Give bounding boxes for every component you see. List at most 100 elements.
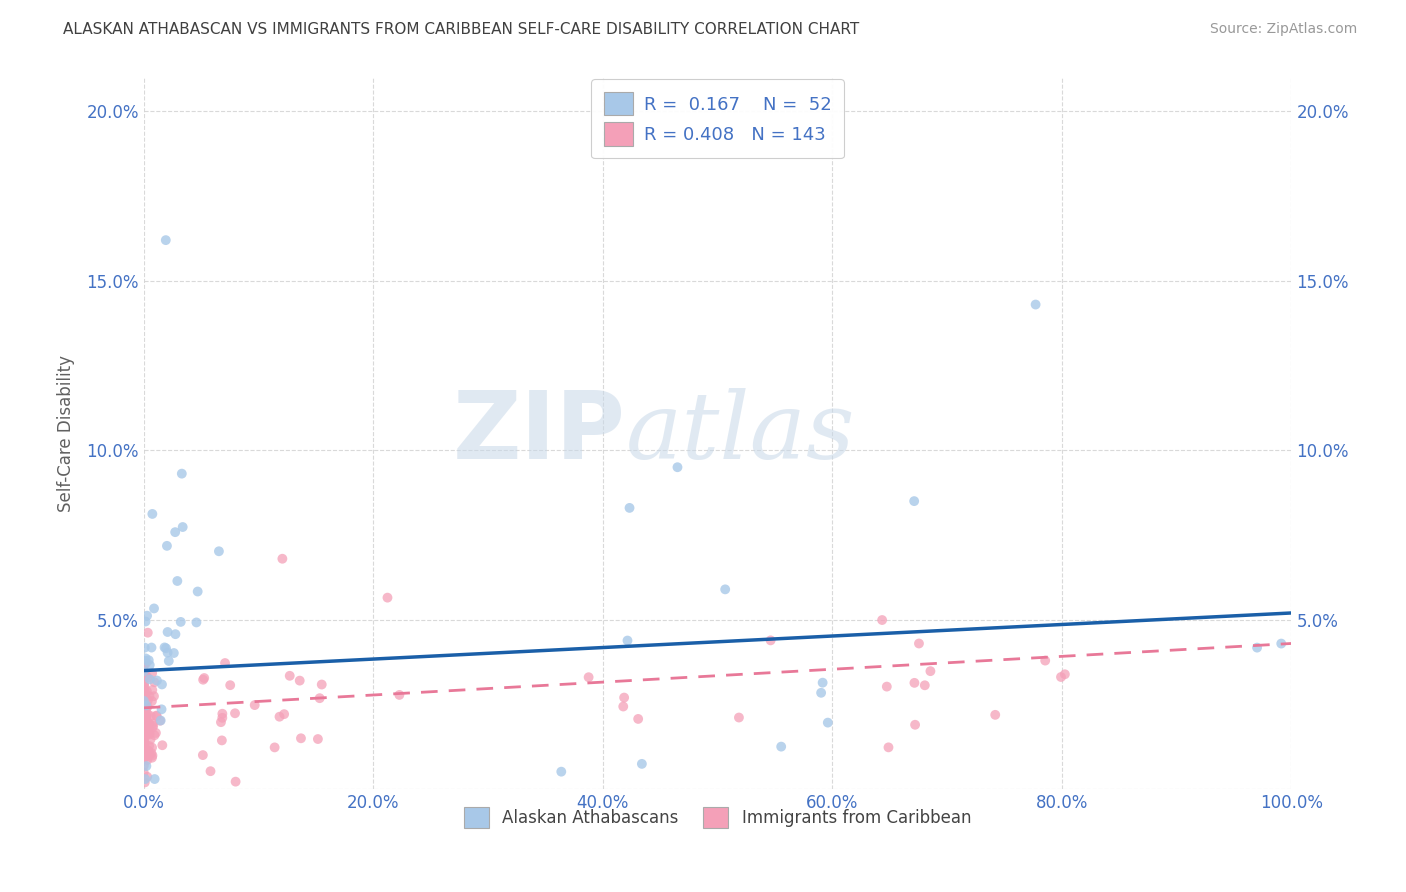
Point bbox=[208, 544, 231, 558]
Point bbox=[135, 709, 157, 723]
Point bbox=[149, 714, 172, 728]
Point bbox=[134, 731, 156, 745]
Point bbox=[170, 615, 193, 629]
Point bbox=[134, 740, 156, 755]
Point bbox=[219, 678, 242, 692]
Point bbox=[165, 525, 187, 540]
Point bbox=[134, 736, 156, 750]
Point bbox=[132, 745, 155, 759]
Point bbox=[143, 728, 166, 742]
Point bbox=[1033, 654, 1056, 668]
Point bbox=[134, 680, 156, 694]
Point bbox=[288, 673, 311, 688]
Point bbox=[146, 673, 169, 688]
Point bbox=[145, 726, 167, 740]
Point bbox=[136, 625, 159, 640]
Point bbox=[290, 731, 312, 746]
Point bbox=[631, 756, 654, 771]
Point bbox=[308, 691, 330, 706]
Point bbox=[578, 670, 600, 684]
Point bbox=[136, 721, 159, 735]
Point bbox=[134, 716, 156, 731]
Point bbox=[139, 709, 162, 723]
Point bbox=[135, 724, 157, 739]
Text: atlas: atlas bbox=[626, 388, 855, 478]
Point bbox=[1246, 640, 1268, 655]
Point bbox=[186, 615, 208, 630]
Point bbox=[135, 714, 157, 729]
Point bbox=[145, 708, 167, 723]
Point bbox=[141, 507, 163, 521]
Point bbox=[759, 633, 782, 648]
Point bbox=[163, 646, 186, 660]
Point bbox=[1050, 670, 1073, 684]
Point bbox=[134, 711, 156, 725]
Point bbox=[156, 625, 179, 640]
Point bbox=[136, 753, 159, 767]
Point bbox=[1025, 297, 1047, 311]
Point bbox=[225, 774, 247, 789]
Point bbox=[132, 693, 155, 707]
Point bbox=[135, 615, 157, 629]
Point bbox=[132, 669, 155, 683]
Point bbox=[155, 641, 177, 656]
Point bbox=[150, 738, 173, 752]
Point bbox=[132, 658, 155, 673]
Point bbox=[132, 714, 155, 728]
Point bbox=[132, 664, 155, 678]
Point bbox=[132, 725, 155, 739]
Point bbox=[157, 654, 180, 668]
Point bbox=[877, 740, 900, 755]
Point bbox=[132, 677, 155, 691]
Point bbox=[132, 683, 155, 698]
Point bbox=[134, 728, 156, 742]
Point bbox=[714, 582, 737, 597]
Point bbox=[141, 666, 163, 681]
Text: ALASKAN ATHABASCAN VS IMMIGRANTS FROM CARIBBEAN SELF-CARE DISABILITY CORRELATION: ALASKAN ATHABASCAN VS IMMIGRANTS FROM CA… bbox=[63, 22, 859, 37]
Point bbox=[138, 716, 160, 731]
Point bbox=[138, 716, 160, 731]
Point bbox=[211, 706, 233, 721]
Point bbox=[134, 750, 156, 764]
Point bbox=[135, 717, 157, 731]
Text: Source: ZipAtlas.com: Source: ZipAtlas.com bbox=[1209, 22, 1357, 37]
Point bbox=[134, 708, 156, 723]
Point bbox=[627, 712, 650, 726]
Point bbox=[810, 686, 832, 700]
Point bbox=[132, 758, 155, 772]
Point bbox=[134, 739, 156, 753]
Point bbox=[141, 694, 163, 708]
Point bbox=[139, 673, 162, 687]
Point bbox=[138, 722, 160, 736]
Point bbox=[132, 665, 155, 679]
Point bbox=[876, 680, 898, 694]
Point bbox=[132, 694, 155, 708]
Point bbox=[132, 706, 155, 720]
Point bbox=[155, 233, 177, 247]
Point bbox=[377, 591, 399, 605]
Point bbox=[142, 718, 165, 732]
Point bbox=[136, 608, 159, 623]
Point bbox=[550, 764, 572, 779]
Point bbox=[138, 657, 160, 672]
Point bbox=[920, 664, 942, 678]
Point bbox=[136, 770, 159, 784]
Point bbox=[136, 693, 159, 707]
Point bbox=[143, 675, 166, 690]
Point bbox=[224, 706, 246, 721]
Point bbox=[150, 702, 173, 716]
Point bbox=[156, 539, 179, 553]
Point bbox=[134, 704, 156, 718]
Point bbox=[156, 646, 179, 660]
Point bbox=[141, 740, 163, 755]
Point bbox=[153, 640, 176, 655]
Point bbox=[187, 584, 209, 599]
Point bbox=[135, 651, 157, 665]
Point bbox=[142, 721, 165, 735]
Point bbox=[132, 702, 155, 716]
Point bbox=[135, 720, 157, 734]
Point bbox=[311, 677, 333, 691]
Point bbox=[243, 698, 266, 712]
Point bbox=[141, 683, 163, 698]
Point bbox=[132, 691, 155, 706]
